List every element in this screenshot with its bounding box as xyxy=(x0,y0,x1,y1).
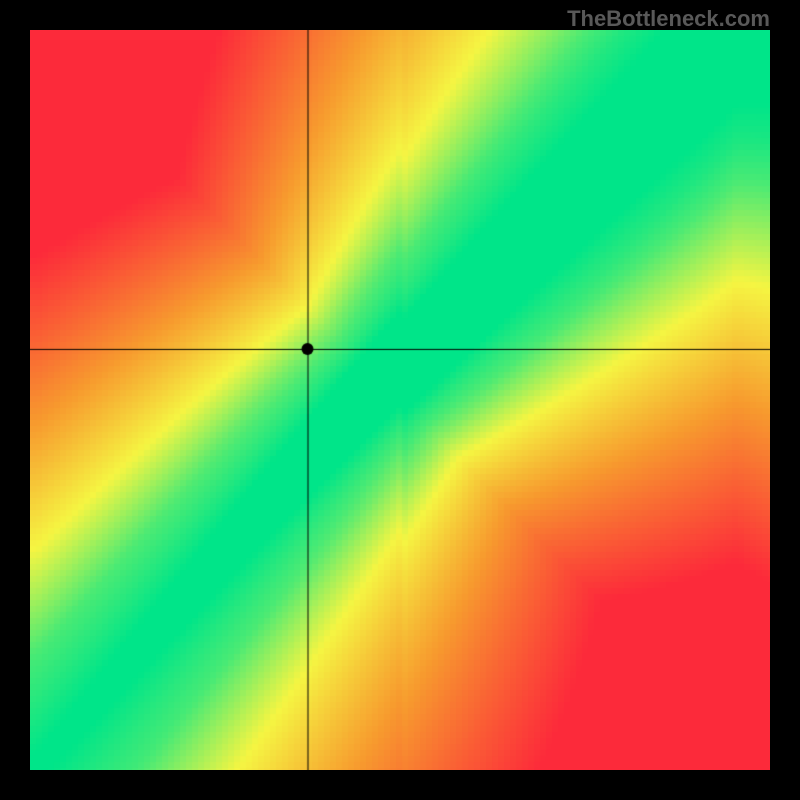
heatmap-canvas xyxy=(30,30,770,770)
watermark-text: TheBottleneck.com xyxy=(567,6,770,32)
heatmap-plot xyxy=(30,30,770,770)
chart-container: TheBottleneck.com xyxy=(0,0,800,800)
